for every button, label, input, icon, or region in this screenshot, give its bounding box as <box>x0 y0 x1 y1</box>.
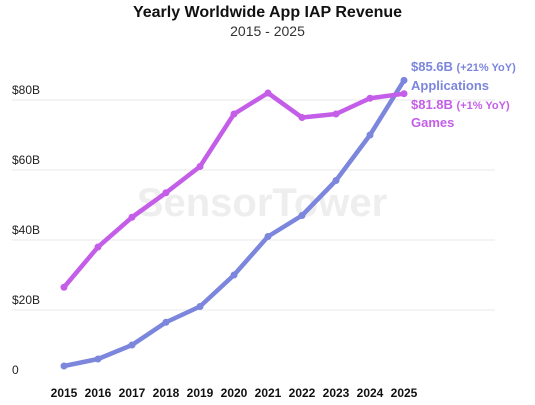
x-tick-label: 2025 <box>391 386 418 400</box>
chart-subtitle: 2015 - 2025 <box>230 23 305 39</box>
applications-data-point <box>264 233 272 240</box>
x-tick-label: 2023 <box>323 386 350 400</box>
applications-data-point <box>60 362 68 370</box>
games-data-point <box>128 213 136 221</box>
applications-data-point <box>332 177 340 184</box>
applications-data-point <box>94 355 102 363</box>
games-data-point <box>196 163 204 170</box>
games-data-point <box>366 94 374 102</box>
x-tick-label: 2018 <box>153 386 180 400</box>
x-tick-label: 2020 <box>221 386 248 400</box>
games-data-point <box>332 110 340 118</box>
x-tick-label: 2021 <box>255 386 282 400</box>
games-data-point <box>60 283 68 291</box>
y-tick-label: $20B <box>12 293 40 307</box>
x-tick-label: 2022 <box>289 386 316 400</box>
games-data-point <box>264 89 272 97</box>
x-tick-label: 2015 <box>51 386 78 400</box>
y-tick-label: $40B <box>12 223 40 237</box>
applications-data-point <box>400 76 408 84</box>
chart-title: Yearly Worldwide App IAP Revenue <box>132 4 403 21</box>
watermark-text: SensorTower <box>137 181 387 225</box>
applications-data-point <box>230 271 238 279</box>
y-tick-label: $80B <box>12 83 40 97</box>
x-tick-label: 2016 <box>85 386 112 400</box>
games-data-point <box>298 114 306 121</box>
games-data-point <box>230 110 238 118</box>
applications-end-value-label: $85.6B (+21% YoY) <box>411 59 516 74</box>
x-tick-label: 2017 <box>119 386 146 400</box>
games-data-point <box>400 90 408 98</box>
games-end-value-label: $81.8B (+1% YoY) <box>411 97 510 112</box>
applications-data-point <box>366 131 374 139</box>
games-data-point <box>162 189 170 197</box>
applications-data-point <box>196 303 204 310</box>
y-tick-label: 0 <box>12 363 19 377</box>
games-data-point <box>94 243 102 251</box>
applications-data-point <box>128 341 136 349</box>
x-tick-label: 2024 <box>357 386 384 400</box>
applications-data-point <box>298 212 306 219</box>
x-tick-label: 2019 <box>187 386 214 400</box>
applications-series-label: Applications <box>411 78 489 93</box>
y-tick-label: $60B <box>12 153 40 167</box>
applications-data-point <box>162 318 170 326</box>
games-series-label: Games <box>411 115 454 130</box>
